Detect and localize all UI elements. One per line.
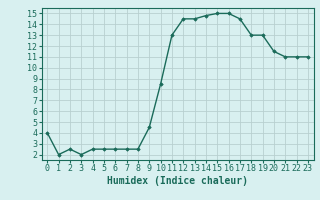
- X-axis label: Humidex (Indice chaleur): Humidex (Indice chaleur): [107, 176, 248, 186]
